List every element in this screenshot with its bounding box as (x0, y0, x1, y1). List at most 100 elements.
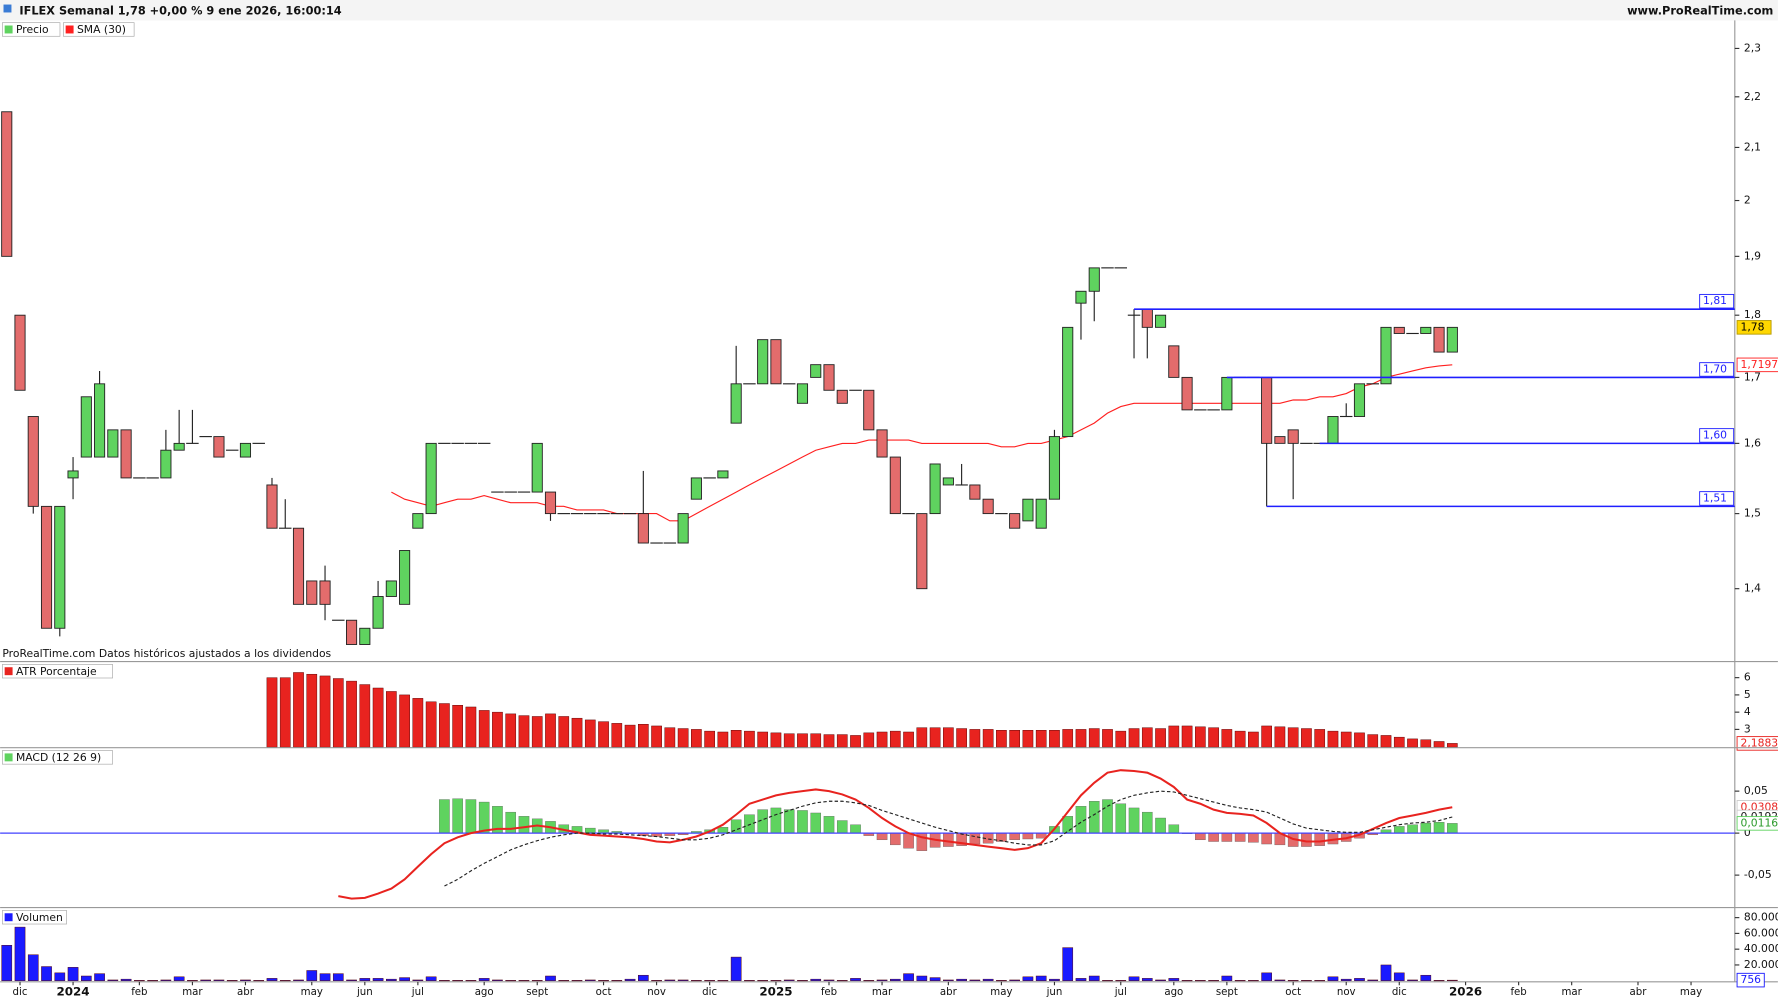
candle-body (1022, 498, 1034, 522)
histogram-bar (1168, 824, 1180, 834)
bar (107, 979, 119, 981)
y-tick-label: 40.000 (1744, 942, 1778, 955)
bar (359, 978, 371, 981)
candle-body (757, 339, 769, 385)
y-tick-label: 1,4 (1744, 582, 1761, 595)
bar (266, 978, 278, 981)
bar (319, 973, 331, 981)
bar (704, 980, 715, 982)
histogram-bar (783, 809, 795, 834)
bar (452, 980, 463, 982)
bar (1314, 729, 1326, 748)
candle-body (292, 527, 305, 605)
candle-body (94, 383, 106, 458)
bar (1327, 730, 1339, 748)
bar (465, 706, 477, 748)
y-tick-label: 60.000 (1744, 926, 1778, 939)
x-tick-label: mar (872, 987, 893, 998)
website[interactable]: www.ProRealTime.com (1627, 3, 1773, 17)
candle-body (1353, 383, 1366, 417)
candle-body (399, 550, 411, 605)
bar (836, 734, 848, 748)
bar (611, 980, 623, 982)
bar (571, 717, 583, 748)
bar (1009, 979, 1020, 981)
bar (969, 729, 981, 748)
histogram-bar (810, 812, 822, 834)
bar (1367, 734, 1379, 748)
bar (187, 980, 198, 982)
y-tick-label: 2,3 (1744, 41, 1761, 54)
bar (505, 980, 517, 982)
bar (147, 980, 158, 982)
bar (770, 980, 782, 982)
value-tag-label: 2,1883 (1740, 736, 1778, 749)
candle-body (1287, 429, 1299, 444)
bar (1128, 728, 1140, 748)
y-tick-label: 3 (1744, 722, 1751, 735)
bar (1327, 976, 1339, 981)
footnote: ProRealTime.com Datos históricos ajustad… (2, 647, 331, 660)
bar (916, 975, 928, 981)
histogram-bar (876, 832, 888, 841)
bar (996, 980, 1007, 982)
bar (1075, 729, 1087, 748)
legend-box[interactable] (2, 664, 113, 679)
bar (1, 945, 13, 981)
line-series (391, 364, 1453, 522)
bar (677, 979, 689, 981)
bar (346, 979, 357, 981)
bar (14, 926, 26, 981)
bar (624, 978, 636, 981)
bar (903, 973, 914, 981)
bar (797, 980, 808, 982)
candle-body (717, 470, 729, 479)
bar (1168, 978, 1180, 981)
bar (319, 675, 331, 748)
bar (1062, 729, 1074, 748)
y-tick-label: 2,2 (1744, 90, 1761, 103)
histogram-bar (1009, 832, 1020, 841)
y-tick-label: 1,8 (1744, 308, 1761, 321)
histogram-bar (943, 832, 954, 847)
bar (1141, 978, 1153, 981)
x-tick-label: ago (475, 987, 494, 998)
candle-body (916, 513, 928, 590)
x-tick-label: sept (1216, 987, 1238, 998)
candle-body (412, 513, 424, 529)
level-label: 1,70 (1703, 362, 1727, 375)
legend-box[interactable] (2, 22, 61, 37)
bar (757, 980, 769, 982)
histogram-bar (1433, 822, 1445, 834)
candle-body (239, 442, 252, 458)
bar (1102, 729, 1113, 748)
x-tick-label: dic (13, 987, 28, 998)
candle-body (836, 389, 848, 404)
legend-box[interactable] (2, 910, 67, 925)
y-tick-label: 6 (1744, 671, 1751, 684)
candle-body (266, 484, 278, 529)
bar (943, 727, 954, 748)
bar (1009, 730, 1020, 748)
candle-body (359, 627, 371, 645)
legend-box[interactable] (63, 22, 135, 37)
bar (1420, 739, 1432, 748)
candle-body (942, 477, 954, 486)
bar (1022, 730, 1034, 748)
x-tick-label: jun (356, 987, 373, 998)
x-tick-label: feb (1510, 987, 1526, 998)
legend-box[interactable] (2, 750, 113, 765)
candle-body (677, 513, 689, 544)
candle-body (863, 389, 875, 431)
candle-body (982, 498, 994, 515)
bar (916, 727, 928, 748)
bar (306, 970, 318, 981)
bar (359, 684, 371, 748)
candle-body (1221, 376, 1233, 411)
candle-body (531, 442, 543, 493)
bar (982, 729, 994, 748)
bar (1248, 980, 1259, 982)
legend-swatch (4, 753, 13, 762)
bar (545, 975, 556, 981)
